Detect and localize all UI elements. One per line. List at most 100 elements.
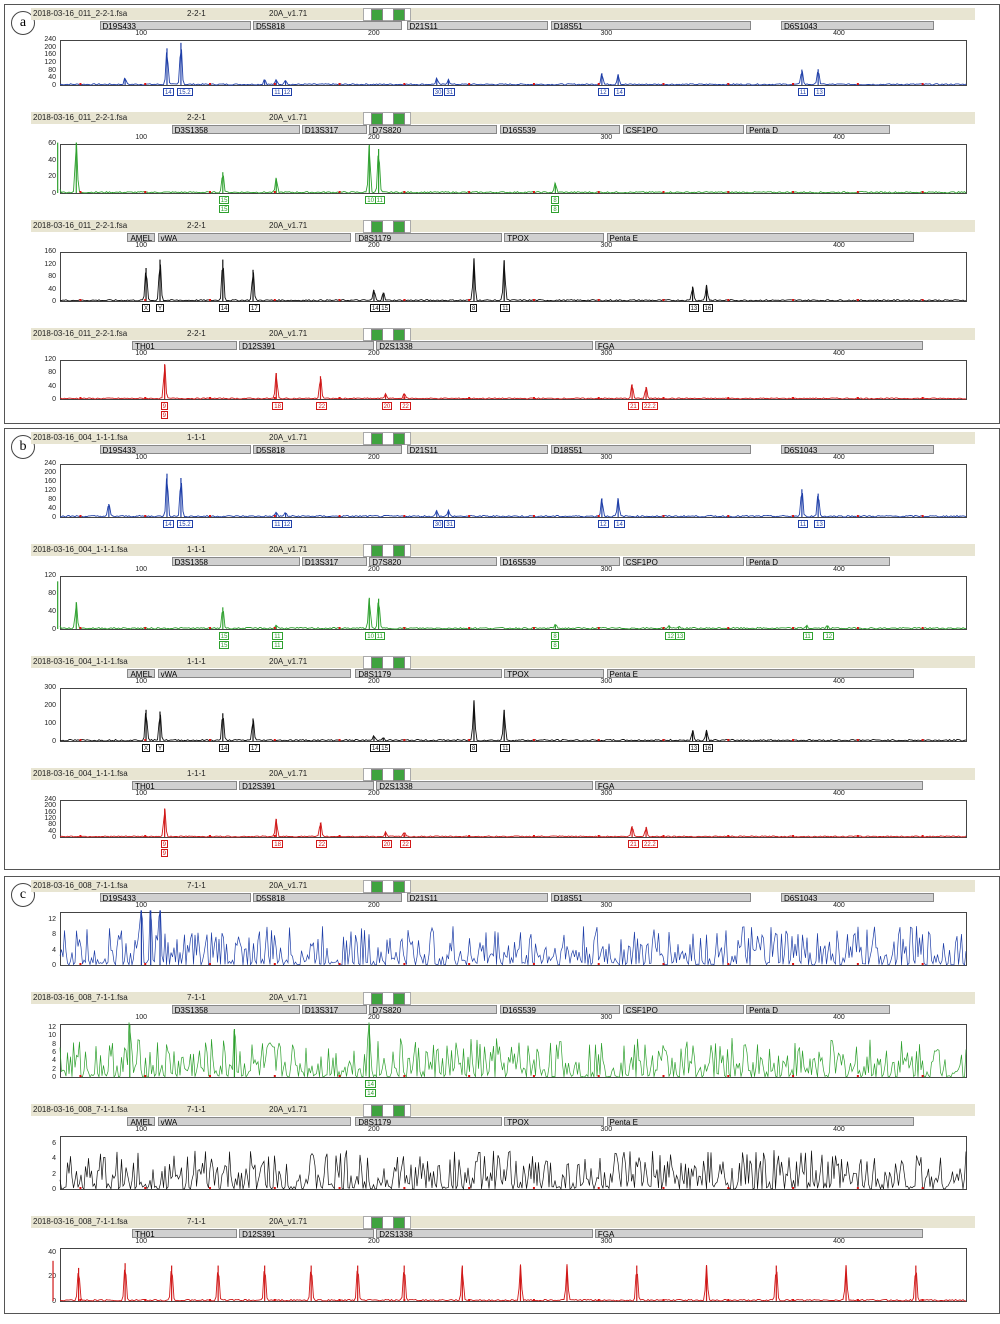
lane-title-bar: 2018-03-16_004_1-1-1.fsa 1-1-1 20A_v1.71: [31, 768, 975, 781]
allele-call[interactable]: 15: [218, 641, 230, 649]
run-id: 7-1-1: [187, 1105, 206, 1114]
allele-call[interactable]: 15: [218, 205, 230, 213]
status-green-square: [371, 657, 383, 669]
baseline-marker: [921, 1187, 924, 1189]
allele-call[interactable]: 14: [365, 1089, 376, 1097]
allele-call[interactable]: 18: [272, 840, 283, 848]
allele-call[interactable]: 11: [374, 196, 385, 204]
allele-call[interactable]: 22: [316, 840, 328, 848]
allele-call[interactable]: 8: [551, 196, 559, 204]
allele-call[interactable]: 13: [814, 520, 825, 528]
allele-call[interactable]: 22.2: [642, 840, 658, 848]
allele-call[interactable]: 20: [381, 840, 393, 848]
allele-call[interactable]: 21: [628, 402, 639, 410]
kit-name: 20A_v1.71: [269, 221, 308, 230]
allele-call[interactable]: 15.2: [176, 88, 193, 96]
allele-call[interactable]: 15: [379, 744, 390, 752]
allele-call[interactable]: 17: [249, 744, 260, 752]
allele-call[interactable]: 8: [551, 205, 559, 213]
allele-call[interactable]: 14: [614, 88, 625, 96]
allele-call[interactable]: 16: [702, 304, 714, 312]
allele-call[interactable]: 12: [597, 520, 609, 528]
run-id: 2-2-1: [187, 9, 206, 18]
allele-call[interactable]: 9: [160, 849, 168, 857]
allele-call[interactable]: 13: [814, 88, 825, 96]
allele-call[interactable]: 22: [400, 402, 411, 410]
allele-call[interactable]: 11: [802, 632, 813, 640]
y-tick-label: 80: [48, 590, 56, 597]
allele-call[interactable]: 16: [702, 744, 714, 752]
allele-call[interactable]: 14: [218, 744, 230, 752]
allele-call[interactable]: 11: [797, 88, 809, 96]
allele-call[interactable]: Y: [156, 304, 165, 312]
bp-tick-label: 200: [367, 242, 380, 249]
baseline-marker: [144, 739, 147, 741]
allele-call[interactable]: 22.2: [642, 402, 658, 410]
allele-call[interactable]: 22: [316, 402, 328, 410]
baseline-marker: [856, 963, 859, 965]
trace-svg: [57, 581, 966, 630]
lane-title-bar: 2018-03-16_011_2-2-1.fsa 2-2-1 20A_v1.71: [31, 220, 975, 233]
allele-call[interactable]: 20: [381, 402, 393, 410]
allele-call[interactable]: 8: [469, 744, 478, 752]
baseline-marker: [338, 627, 341, 629]
allele-call[interactable]: 13: [688, 304, 700, 312]
allele-call[interactable]: Y: [156, 744, 165, 752]
baseline-marker: [856, 191, 859, 193]
y-tick-label: 4: [52, 1155, 56, 1163]
allele-call[interactable]: 15: [218, 632, 230, 640]
allele-call[interactable]: 14: [162, 88, 174, 96]
allele-call[interactable]: 11: [272, 641, 283, 649]
locus-bin: D19S433: [99, 893, 251, 902]
allele-call[interactable]: 13: [688, 744, 700, 752]
allele-call[interactable]: 13: [674, 632, 686, 640]
allele-call[interactable]: 9: [160, 411, 168, 419]
baseline-marker: [403, 397, 406, 399]
locus-bin: D7S820: [369, 557, 498, 566]
allele-call[interactable]: 15.2: [176, 520, 193, 528]
baseline-marker: [338, 963, 341, 965]
allele-call[interactable]: 30: [432, 88, 444, 96]
allele-call[interactable]: 11: [272, 632, 283, 640]
allele-call[interactable]: 9: [160, 840, 168, 848]
allele-call[interactable]: 14: [218, 304, 230, 312]
bp-tick-label: 200: [367, 30, 380, 37]
allele-call[interactable]: 21: [628, 840, 639, 848]
bp-tick-label: 400: [833, 1126, 845, 1133]
bp-tick-label: 200: [367, 902, 380, 909]
bp-tick-label: 100: [135, 566, 148, 573]
allele-call[interactable]: 31: [444, 88, 456, 96]
allele-call[interactable]: 31: [444, 520, 456, 528]
allele-call[interactable]: 14: [365, 1080, 376, 1088]
allele-call[interactable]: 15: [379, 304, 390, 312]
baseline-marker: [597, 963, 600, 965]
allele-call[interactable]: X: [142, 304, 151, 312]
allele-call[interactable]: 14: [162, 520, 174, 528]
baseline-marker: [468, 963, 471, 965]
baseline-marker: [597, 299, 600, 301]
allele-call[interactable]: 9: [160, 402, 168, 410]
allele-call[interactable]: 22: [400, 840, 411, 848]
bp-tick-label: 400: [833, 790, 845, 797]
allele-call[interactable]: 12: [597, 88, 609, 96]
allele-call[interactable]: 8: [469, 304, 478, 312]
allele-call[interactable]: 15: [218, 196, 230, 204]
lane-title-bar: 2018-03-16_011_2-2-1.fsa 2-2-1 20A_v1.71: [31, 328, 975, 341]
allele-call[interactable]: 12: [281, 520, 293, 528]
allele-call[interactable]: 17: [249, 304, 260, 312]
allele-call[interactable]: 8: [551, 641, 559, 649]
y-tick-label: 120: [44, 572, 56, 579]
allele-call[interactable]: 30: [432, 520, 444, 528]
allele-call[interactable]: 11: [500, 744, 511, 752]
allele-call[interactable]: 12: [823, 632, 835, 640]
y-tick-label: 120: [44, 356, 56, 363]
allele-call[interactable]: 11: [797, 520, 809, 528]
baseline-marker: [662, 963, 665, 965]
allele-call[interactable]: 14: [614, 520, 625, 528]
allele-call[interactable]: X: [142, 744, 151, 752]
allele-call[interactable]: 18: [272, 402, 283, 410]
allele-call[interactable]: 12: [281, 88, 293, 96]
allele-call[interactable]: 8: [551, 632, 559, 640]
allele-call[interactable]: 11: [500, 304, 511, 312]
allele-call[interactable]: 11: [374, 632, 385, 640]
